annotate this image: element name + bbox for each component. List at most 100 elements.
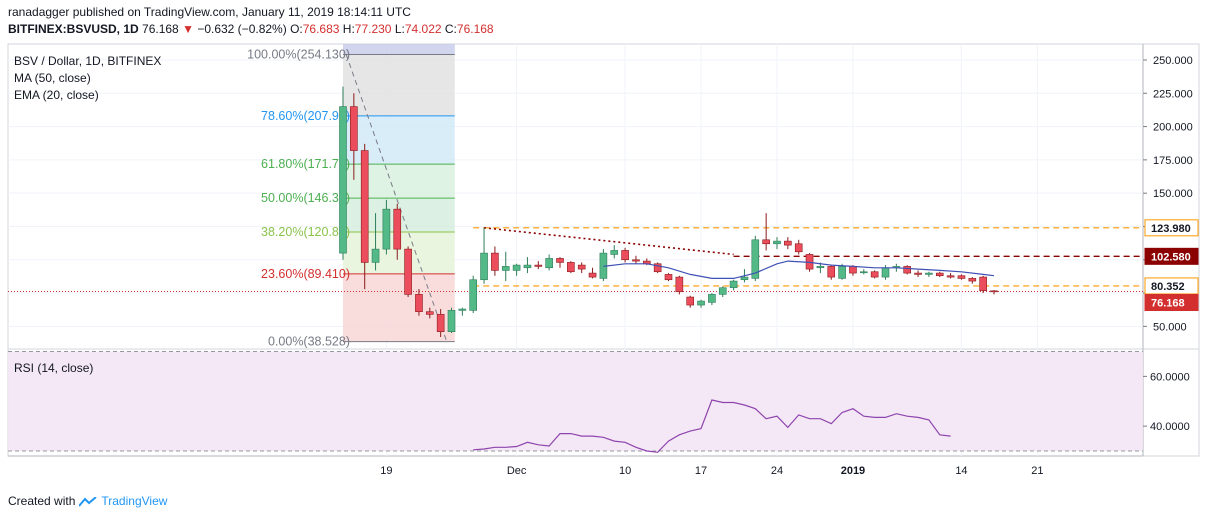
legend-title: BSV / Dollar, 1D, BITFINEX <box>14 54 161 68</box>
symbol-line: BITFINEX:BSVUSD, 1D 76.168 ▼ −0.632 (−0.… <box>8 22 494 36</box>
candle-body <box>567 262 575 273</box>
fib-level-label: 0.00%(38.528) <box>268 335 350 349</box>
publish-line: ranadagger published on TradingView.com,… <box>8 5 411 19</box>
price-tick-label: 50.000 <box>1153 321 1187 333</box>
candle-body <box>556 258 564 263</box>
price-axis: 250.000225.000200.000175.000150.000125.0… <box>1143 55 1199 333</box>
candle-body <box>827 266 836 278</box>
candle-body <box>523 264 532 269</box>
candle-body <box>968 278 977 282</box>
price-label-text: 80.352 <box>1151 281 1185 293</box>
rsi-line <box>473 399 951 453</box>
tradingview-logo-icon[interactable] <box>78 496 98 507</box>
rsi-band <box>8 351 1143 452</box>
time-tick-label: 2019 <box>841 465 865 477</box>
candle-body <box>903 266 912 274</box>
fib-level-label: 50.00%(146.32) <box>261 191 350 205</box>
ohlc-low: 74.022 <box>404 22 442 36</box>
rsi-tick-label: 60.0000 <box>1150 371 1190 383</box>
author-name[interactable]: ranadagger <box>8 5 70 19</box>
candle-body <box>382 208 391 250</box>
candle-body <box>979 276 987 291</box>
candle-body <box>849 266 857 274</box>
candle-body <box>350 106 358 151</box>
candle-body <box>925 272 933 275</box>
candle-body <box>718 287 727 295</box>
price-label-box <box>1144 277 1199 295</box>
candle-body <box>751 239 760 279</box>
legend-ma: MA (50, close) <box>14 71 91 85</box>
fib-header-band <box>343 44 455 55</box>
ohlc-close: 76.168 <box>456 22 494 36</box>
candle-body <box>773 240 781 245</box>
price-label-text: 76.168 <box>1151 298 1185 310</box>
candle-body <box>794 243 803 253</box>
fib-zone <box>343 54 455 116</box>
ema-20-line <box>603 260 995 279</box>
time-axis: 19 Dec 10 17 24 2019 14 21 <box>380 465 1043 477</box>
price-tick-label: 250.000 <box>1153 55 1193 67</box>
candle-body <box>339 106 347 254</box>
candle-body <box>914 272 922 275</box>
candle-body <box>632 259 640 262</box>
fib-level-label: 78.60%(207.99) <box>261 109 350 123</box>
price-tick-label: 200.000 <box>1153 122 1193 134</box>
candle-body <box>393 208 402 250</box>
candle-body <box>469 279 478 311</box>
candle-body <box>360 150 369 263</box>
time-tick-label: 17 <box>695 465 707 477</box>
ohlc-close-label: C: <box>444 22 457 36</box>
candle-body <box>545 258 553 269</box>
ohlc-open: 76.683 <box>302 22 340 36</box>
price-label-text: 102.580 <box>1151 251 1191 263</box>
candle-body <box>404 248 412 295</box>
price-tick-label: 175.000 <box>1153 155 1193 167</box>
time-tick-label: 10 <box>619 465 631 477</box>
candle-body <box>436 314 445 332</box>
candle-body <box>480 252 488 281</box>
fib-level-label: 38.20%(120.88) <box>261 225 350 239</box>
rsi-pane: 60.0000 40.0000 <box>8 350 1190 453</box>
price-tick-label: 150.000 <box>1153 188 1193 200</box>
candle-body <box>784 240 792 246</box>
ohlc-low-label: L: <box>394 22 405 36</box>
candle-body <box>762 239 770 245</box>
candle-body <box>881 267 890 278</box>
fib-zone <box>343 164 455 199</box>
candle-body <box>425 311 434 315</box>
candle-body <box>371 248 380 263</box>
fib-level-label: 100.00%(254.130) <box>247 47 350 61</box>
price-label-box <box>1144 219 1199 237</box>
ohlc-high-label: H: <box>342 22 355 36</box>
candle-body <box>816 266 825 269</box>
footer: Created with TradingView <box>8 494 167 508</box>
time-tick-label: 24 <box>771 465 783 477</box>
price-label-box <box>1144 294 1199 312</box>
candle-body <box>675 276 684 293</box>
candle-body <box>610 250 619 255</box>
candle-body <box>740 276 749 281</box>
candle-body <box>534 264 543 267</box>
ema-line <box>603 260 995 279</box>
descending-trendline <box>483 227 734 256</box>
time-tick-label: 19 <box>380 465 392 477</box>
fib-level-label: 23.60%(89.410) <box>261 267 350 281</box>
down-arrow-icon: ▼ <box>182 22 194 36</box>
time-tick-label: 21 <box>1031 465 1043 477</box>
horizontal-levels <box>8 227 1143 293</box>
fibonacci-retracement: 100.00%(254.130) 78.60%(207.99) 61.80%(171… <box>247 44 455 349</box>
legend-ema: EMA (20, close) <box>14 88 99 102</box>
fib-level-label: 61.80%(171.77) <box>261 157 350 171</box>
footer-brand[interactable]: TradingView <box>101 494 168 508</box>
candle-body <box>491 252 499 271</box>
candle-body <box>577 264 586 270</box>
candle-body <box>415 294 423 313</box>
price-label-text: 123.980 <box>1151 223 1191 235</box>
candle-body <box>729 280 738 289</box>
candle-body <box>664 274 673 281</box>
time-tick-label: Dec <box>507 465 527 477</box>
rsi-tick-label: 40.0000 <box>1150 421 1190 433</box>
candle-body <box>957 275 966 279</box>
ohlc-high: 77.230 <box>354 22 392 36</box>
